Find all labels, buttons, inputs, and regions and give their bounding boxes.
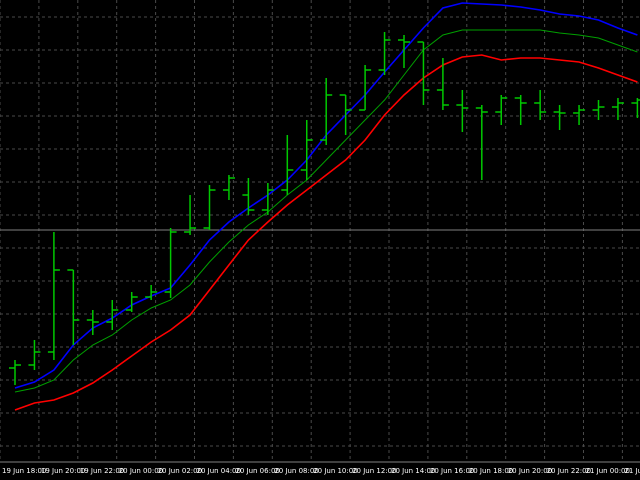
x-tick-label: 20 Jun 20:00 — [508, 467, 552, 475]
x-tick-label: 20 Jun 04:00 — [197, 467, 241, 475]
x-tick-label: 19 Jun 20:00 — [41, 467, 85, 475]
x-tick-label: 20 Jun 16:00 — [430, 467, 474, 475]
x-tick-label: 20 Jun 00:00 — [119, 467, 163, 475]
x-tick-label: 21 Jun 00:00 — [586, 467, 630, 475]
x-tick-label: 20 Jun 14:00 — [391, 467, 435, 475]
x-tick-label: 20 Jun 18:00 — [469, 467, 513, 475]
moving-average-line — [14, 29, 638, 393]
x-tick-label: 20 Jun 08:00 — [274, 467, 318, 475]
x-tick-label: 20 Jun 12:00 — [352, 467, 396, 475]
x-tick-label: 20 Jun 06:00 — [235, 467, 279, 475]
moving-average-line — [14, 54, 638, 411]
x-tick-label: 19 Jun 18:00 — [2, 467, 46, 475]
x-tick-label: 19 Jun 22:00 — [80, 467, 124, 475]
x-tick-label: 20 Jun 22:00 — [547, 467, 591, 475]
x-tick-label: 20 Jun 10:00 — [313, 467, 357, 475]
x-tick-label: 21 Jun — [624, 467, 640, 475]
x-tick-label: 20 Jun 02:00 — [158, 467, 202, 475]
